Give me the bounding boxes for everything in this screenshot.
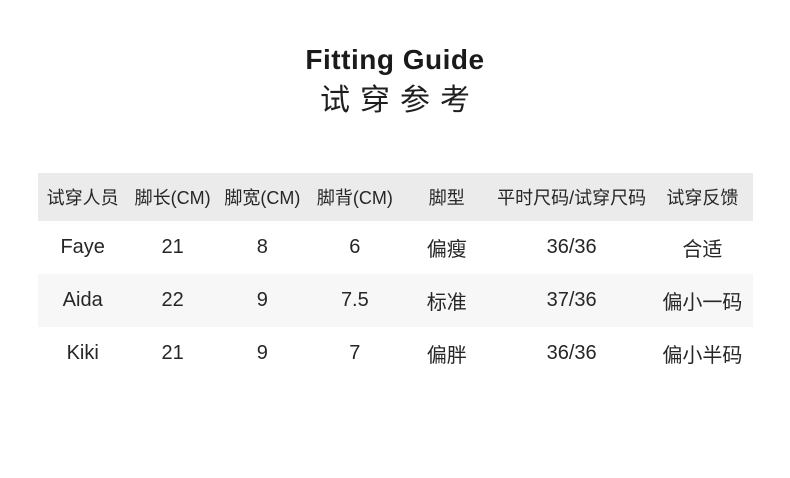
cell-feedback: 合适 (682, 239, 723, 261)
fitting-guide-page: Fitting Guide 试穿参考 试穿人员 脚长(CM) 脚宽(CM) 脚背… (0, 44, 790, 478)
cell-foot-width: 9 (256, 342, 268, 364)
cell-feedback: 偏小半码 (662, 345, 743, 367)
cell-instep: 7.5 (340, 289, 369, 311)
table-row-aida: Aida 22 9 7.5 标准 37/36 偏小一码 (37, 274, 753, 327)
cell-fitter-name: Aida (62, 289, 103, 311)
column-header-usual-vs-tried-size: 平时尺码/试穿尺码 (491, 173, 653, 221)
cell-size: 37/36 (546, 289, 597, 311)
fitting-table: 试穿人员 脚长(CM) 脚宽(CM) 脚背(CM) 脚型 平时尺码/试穿尺码 试… (37, 173, 753, 380)
table-header-row: 试穿人员 脚长(CM) 脚宽(CM) 脚背(CM) 脚型 平时尺码/试穿尺码 试… (37, 173, 753, 221)
page-title: Fitting Guide (305, 44, 485, 75)
column-header-foot-type: 脚型 (402, 173, 492, 221)
cell-foot-length: 21 (161, 236, 184, 258)
cell-size: 36/36 (546, 342, 597, 364)
cell-foot-type: 偏胖 (426, 345, 467, 367)
cell-foot-width: 9 (256, 289, 268, 311)
cell-instep: 7 (349, 342, 361, 364)
column-header-feedback: 试穿反馈 (652, 173, 753, 221)
cell-foot-length: 21 (161, 342, 184, 364)
cell-fitter-name: Faye (60, 236, 105, 258)
page-subtitle: 试穿参考 (320, 84, 480, 117)
cell-foot-type: 偏瘦 (426, 239, 467, 261)
column-header-instep: 脚背(CM) (307, 173, 403, 221)
column-header-foot-length: 脚长(CM) (127, 173, 218, 221)
cell-foot-type: 标准 (426, 292, 467, 314)
cell-foot-width: 8 (256, 236, 268, 258)
cell-fitter-name: Kiki (66, 342, 99, 364)
cell-size: 36/36 (546, 236, 597, 258)
cell-instep: 6 (349, 236, 361, 258)
column-header-fitter: 试穿人员 (37, 173, 128, 221)
table-row-faye: Faye 21 8 6 偏瘦 36/36 合适 (38, 221, 753, 274)
table-row-kiki: Kiki 21 9 7 偏胖 36/36 偏小半码 (38, 327, 753, 380)
cell-foot-length: 22 (161, 289, 184, 311)
cell-feedback: 偏小一码 (662, 292, 743, 314)
column-header-foot-width: 脚宽(CM) (217, 173, 308, 221)
